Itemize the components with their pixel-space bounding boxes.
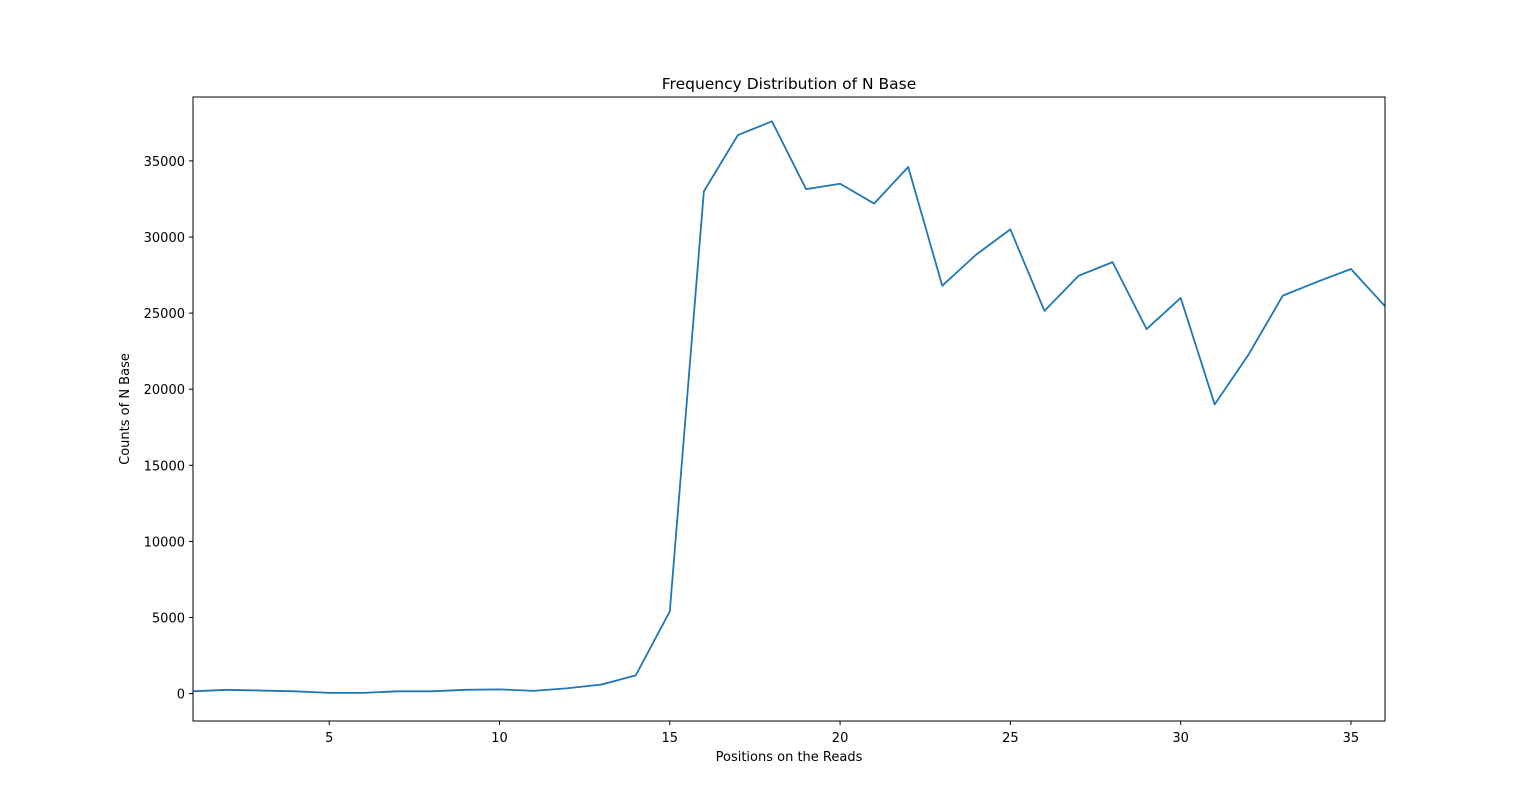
y-axis-label: Counts of N Base xyxy=(118,353,133,465)
y-tick-label: 25000 xyxy=(144,307,185,322)
x-tick-label: 25 xyxy=(1002,731,1019,746)
plot-area xyxy=(193,120,1385,694)
series-line xyxy=(193,120,1385,694)
y-tick-label: 0 xyxy=(177,688,185,703)
y-tick-label: 20000 xyxy=(144,383,185,398)
x-tick-label: 10 xyxy=(491,731,508,746)
x-tick-label: 30 xyxy=(1172,731,1189,746)
x-tick-label: 20 xyxy=(832,731,849,746)
x-tick-label: 35 xyxy=(1343,731,1360,746)
y-axis: 0 5000 10000 15000 20000 25000 30000 35000 xyxy=(144,155,193,703)
x-tick-label: 15 xyxy=(662,731,679,746)
chart-title: Frequency Distribution of N Base xyxy=(662,75,917,93)
x-axis: 5 10 15 20 25 30 35 xyxy=(325,721,1359,746)
y-tick-label: 10000 xyxy=(144,535,185,550)
y-tick-label: 15000 xyxy=(144,459,185,474)
x-axis-label: Positions on the Reads xyxy=(716,750,863,765)
x-tick-label: 5 xyxy=(325,731,333,746)
y-tick-label: 35000 xyxy=(144,155,185,170)
plot-frame xyxy=(192,96,1386,722)
y-tick-label: 30000 xyxy=(144,231,185,246)
y-tick-label: 5000 xyxy=(152,612,185,627)
